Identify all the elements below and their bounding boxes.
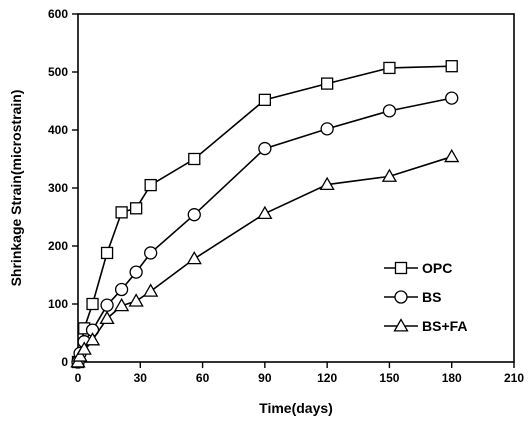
data-point-circle <box>187 208 201 222</box>
data-point-square <box>320 77 334 90</box>
y-tick-label: 400 <box>48 123 68 137</box>
x-tick-label: 0 <box>75 371 82 385</box>
data-point-triangle <box>381 168 398 182</box>
data-point-circle <box>258 141 272 156</box>
y-tick-label: 600 <box>48 7 68 21</box>
series-bs-fa <box>70 148 460 368</box>
y-tick-label: 100 <box>48 297 68 311</box>
data-point-circle <box>100 298 114 312</box>
data-point-square <box>188 152 201 166</box>
legend-label: BS <box>422 289 441 305</box>
y-axis: 0 100 200 300 400 500 600 <box>48 7 78 369</box>
x-tick-label: 120 <box>317 371 337 385</box>
legend-item: BS <box>384 289 441 305</box>
x-tick-label: 180 <box>442 371 462 385</box>
series-layer <box>70 60 460 369</box>
y-tick-label: 300 <box>48 181 68 195</box>
x-tick-label: 30 <box>134 371 148 385</box>
y-axis-title: Shrinkage Strain(microstrain) <box>8 90 24 287</box>
data-point-triangle <box>143 283 159 297</box>
legend-item: OPC <box>384 260 452 276</box>
data-point-circle <box>129 265 143 279</box>
legend-marker-circle <box>394 290 408 304</box>
x-tick-label: 150 <box>379 371 399 385</box>
data-point-triangle <box>113 297 130 312</box>
data-point-circle <box>144 246 158 260</box>
series-line <box>77 97 452 363</box>
data-point-square <box>115 206 128 219</box>
data-point-circle <box>320 122 334 136</box>
data-point-triangle <box>128 293 144 307</box>
x-tick-label: 210 <box>504 371 524 385</box>
legend-marker-square <box>394 261 408 275</box>
legend-label: OPC <box>422 260 452 276</box>
data-point-triangle <box>319 176 335 191</box>
data-point-square <box>258 93 272 106</box>
legend: OPC BS BS+FA <box>384 260 468 334</box>
data-point-triangle <box>76 341 92 355</box>
data-point-triangle <box>99 310 115 325</box>
x-axis: 0 30 60 90 120 150 180 210 <box>75 362 524 385</box>
data-point-triangle <box>72 348 88 362</box>
data-point-square <box>445 60 458 73</box>
legend-marker-triangle <box>393 318 409 332</box>
data-point-triangle <box>186 250 202 265</box>
x-axis-title: Time(days) <box>259 400 333 416</box>
y-tick-label: 0 <box>61 355 68 369</box>
y-tick-label: 200 <box>48 239 68 253</box>
x-tick-label: 90 <box>258 371 272 385</box>
data-point-square <box>129 202 143 215</box>
data-point-triangle <box>84 332 101 346</box>
data-point-triangle <box>257 205 273 220</box>
x-tick-label: 60 <box>196 371 210 385</box>
legend-label: BS+FA <box>422 318 468 334</box>
data-point-square <box>383 61 396 75</box>
data-point-circle <box>445 91 459 105</box>
data-point-square <box>144 178 157 192</box>
data-point-square <box>100 246 114 260</box>
data-point-triangle <box>444 148 460 163</box>
data-point-circle <box>114 282 129 297</box>
legend-item: BS+FA <box>384 318 468 334</box>
data-point-square <box>86 297 99 311</box>
data-point-circle <box>382 104 397 118</box>
y-tick-label: 500 <box>48 65 68 79</box>
